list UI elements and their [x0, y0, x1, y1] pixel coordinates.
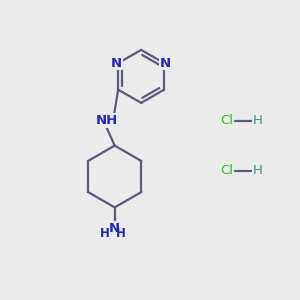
Text: N: N [160, 57, 171, 70]
Text: H: H [116, 227, 125, 240]
Text: H: H [100, 227, 110, 240]
Text: Cl: Cl [220, 114, 233, 127]
Text: H: H [253, 164, 263, 177]
Text: Cl: Cl [220, 164, 233, 177]
Text: N: N [111, 57, 122, 70]
Text: N: N [109, 221, 120, 235]
Text: H: H [253, 114, 263, 127]
Text: NH: NH [96, 114, 118, 127]
